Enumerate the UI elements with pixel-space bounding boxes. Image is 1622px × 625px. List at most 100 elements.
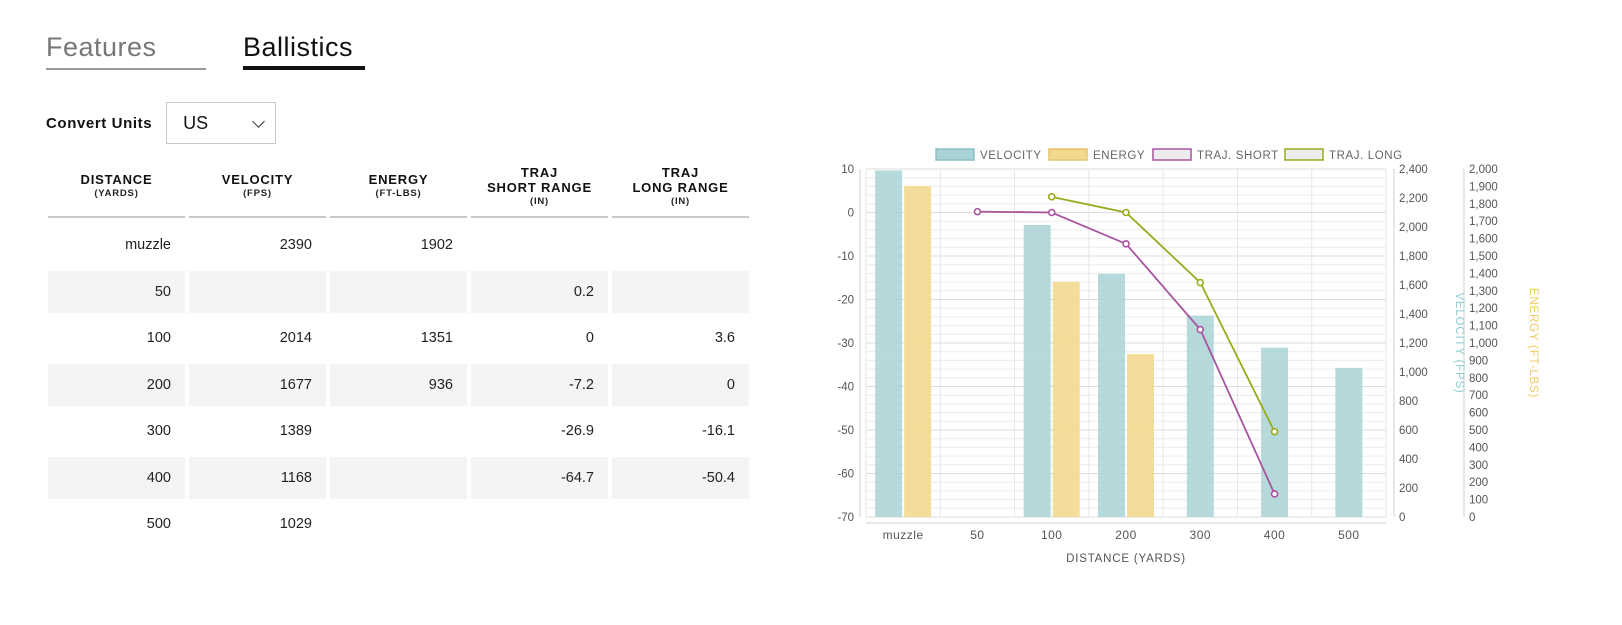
x-tick-label: muzzle (883, 528, 924, 542)
table-cell-velocity: 2390 (279, 237, 312, 253)
convert-units-label: Convert Units (46, 114, 153, 132)
column-header-unit: (IN) (529, 195, 550, 207)
tab-bar: Features Ballistics (46, 24, 402, 70)
column-header-traj-long: TRAJ LONG RANGE (IN) (612, 160, 749, 218)
velocity-tick-label: 400 (1399, 454, 1418, 466)
table-row: 400 1168 -64.7 -50.4 (48, 456, 754, 499)
tab-features[interactable]: Features (46, 28, 206, 70)
velocity-bar (1186, 315, 1214, 517)
legend-label-traj-short: TRAJ. SHORT (1197, 150, 1279, 162)
table-cell-traj-short: -7.2 (471, 363, 608, 406)
energy-tick-label: 1,200 (1469, 303, 1498, 315)
traj-short-point (1122, 240, 1130, 248)
table-row: 200 1677 936 -7.2 0 (48, 363, 754, 406)
left-tick-label: -10 (837, 251, 854, 263)
traj-short-point (973, 207, 982, 216)
table-cell-velocity: 2014 (279, 330, 312, 346)
units-select[interactable]: US (166, 102, 277, 144)
energy-bar (1052, 281, 1080, 517)
table-cell-energy: 1902 (420, 237, 453, 253)
table-cell-energy: 1351 (420, 330, 453, 346)
velocity-bar (1335, 367, 1363, 517)
velocity-tick-label: 200 (1399, 483, 1418, 495)
table-cell-traj-long (612, 503, 749, 545)
velocity-axis-title: VELOCITY (FPS) (1453, 292, 1465, 393)
velocity-tick-label: 1,600 (1399, 280, 1428, 292)
table-cell-traj-short (471, 503, 608, 545)
table-cell-traj-long (612, 224, 749, 266)
x-tick-label: 100 (1041, 528, 1063, 542)
column-header-title: LONG RANGE (632, 179, 729, 195)
table-row: 50 0.2 (48, 270, 754, 313)
tab-ballistics[interactable]: Ballistics (243, 28, 365, 70)
chart-svg: 100-10-20-30-40-50-60-70 02004006008001,0… (813, 148, 1539, 565)
table-cell-distance: 100 (146, 330, 171, 346)
table-cell-distance: 50 (48, 270, 185, 313)
legend-swatch-traj-long (1284, 148, 1324, 161)
left-tick-label: -30 (837, 338, 854, 350)
velocity-tick-label: 2,000 (1399, 222, 1428, 234)
table-cell-traj-long: -16.1 (701, 423, 735, 439)
energy-axis-title: ENERGY (FT-LBS) (1527, 288, 1539, 398)
table-row: muzzle 2390 1902 (48, 224, 754, 266)
table-cell-traj-long (612, 270, 749, 313)
left-tick-label: -40 (837, 382, 854, 394)
energy-tick-label: 1,600 (1469, 234, 1498, 246)
table-body: muzzle 2390 1902 50 0.2 100 2014 1351 0 3.6 200 167… (48, 224, 754, 545)
table-cell-traj-short: -64.7 (471, 456, 608, 499)
energy-tick-label: 1,000 (1469, 338, 1498, 350)
energy-tick-label: 1,900 (1469, 181, 1498, 193)
chevron-down-icon (252, 114, 266, 128)
velocity-tick-label: 0 (1399, 512, 1405, 524)
legend-swatch-velocity (935, 148, 975, 161)
table-row: 300 1389 -26.9 -16.1 (48, 410, 754, 452)
table-cell-velocity: 1389 (279, 423, 312, 439)
column-header-distance: DISTANCE (YARDS) (48, 160, 185, 218)
velocity-tick-label: 2,200 (1399, 193, 1428, 205)
table-cell-velocity (189, 270, 326, 313)
energy-tick-label: 0 (1469, 512, 1475, 524)
energy-tick-label: 1,300 (1469, 286, 1498, 298)
traj-long-line (1051, 195, 1276, 433)
table-cell-distance: 500 (146, 516, 171, 532)
table-cell-traj-long: -50.4 (612, 456, 749, 499)
traj-long-point (1270, 427, 1279, 436)
table-cell-distance: muzzle (125, 237, 171, 253)
traj-long-point (1047, 193, 1056, 201)
energy-tick-label: 400 (1469, 442, 1488, 454)
traj-short-line (977, 210, 1276, 495)
traj-short-point (1196, 325, 1205, 334)
convert-units: Convert Units US (46, 102, 277, 144)
x-tick-label: 500 (1338, 528, 1360, 542)
traj-short-point (1270, 490, 1279, 498)
legend-swatch-traj-short (1152, 148, 1192, 161)
energy-tick-label: 500 (1469, 425, 1488, 437)
table-cell-distance: 200 (48, 363, 185, 406)
table-cell-traj-short: -26.9 (560, 423, 594, 439)
traj-long-point (1196, 278, 1205, 287)
energy-tick-label: 300 (1469, 460, 1488, 472)
energy-tick-label: 2,000 (1469, 164, 1498, 176)
column-header-traj-short: TRAJ SHORT RANGE (IN) (471, 160, 608, 218)
x-tick-label: 400 (1264, 528, 1286, 542)
energy-tick-label: 800 (1469, 373, 1488, 385)
table-cell-energy (330, 456, 467, 499)
table-cell-energy: 936 (330, 363, 467, 406)
column-header-title: DISTANCE (80, 172, 153, 187)
column-header-title: SHORT RANGE (487, 179, 592, 195)
left-tick-label: 10 (841, 164, 854, 176)
x-tick-label: 300 (1190, 528, 1212, 542)
energy-bar (904, 186, 932, 517)
velocity-bar (1098, 273, 1125, 517)
legend-label-traj-long: TRAJ. LONG (1329, 150, 1403, 162)
column-header-title: ENERGY (368, 172, 429, 187)
traj-short-point (1047, 208, 1056, 217)
energy-tick-label: 900 (1469, 355, 1488, 367)
table-cell-velocity: 1029 (279, 516, 312, 532)
energy-tick-label: 1,500 (1469, 251, 1498, 263)
table-cell-energy (330, 270, 467, 313)
table-cell-traj-long: 3.6 (714, 330, 735, 346)
units-select-value: US (183, 112, 209, 133)
velocity-tick-label: 1,800 (1399, 251, 1428, 263)
